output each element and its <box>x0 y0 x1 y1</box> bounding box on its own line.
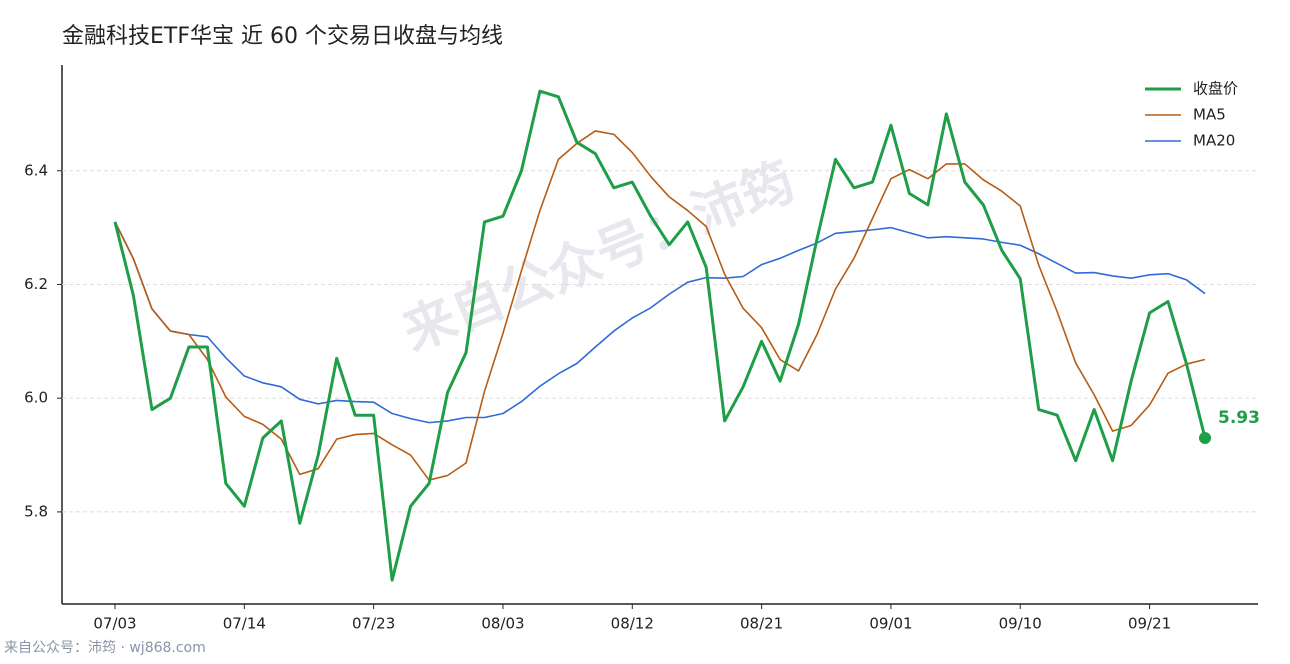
x-tick-label: 07/14 <box>223 615 266 633</box>
x-tick-label: 09/21 <box>1128 615 1171 633</box>
y-tick-label: 6.0 <box>24 389 48 407</box>
y-tick-label: 5.8 <box>24 502 48 520</box>
x-tick-label: 08/21 <box>740 615 783 633</box>
x-tick-label: 07/23 <box>352 615 395 633</box>
last-value-label: 5.93 <box>1218 408 1260 428</box>
x-tick-label: 07/03 <box>93 615 136 633</box>
x-tick-label: 09/10 <box>999 615 1042 633</box>
x-tick-label: 08/03 <box>481 615 524 633</box>
legend-label: MA5 <box>1193 106 1226 124</box>
legend-label: 收盘价 <box>1193 80 1238 98</box>
x-tick-label: 08/12 <box>611 615 654 633</box>
legend-label: MA20 <box>1193 132 1235 150</box>
last-point <box>1199 431 1211 444</box>
footer: 来自公众号：沛筠 · wj868.com <box>4 639 206 656</box>
y-tick-label: 6.2 <box>24 275 48 293</box>
chart-title: 金融科技ETF华宝 近 60 个交易日收盘与均线 <box>62 24 503 49</box>
series-line <box>114 221 1206 424</box>
series-line <box>113 89 1207 582</box>
y-tick-label: 6.4 <box>24 161 48 179</box>
series-line <box>114 130 1206 481</box>
x-tick-label: 09/01 <box>869 615 912 633</box>
